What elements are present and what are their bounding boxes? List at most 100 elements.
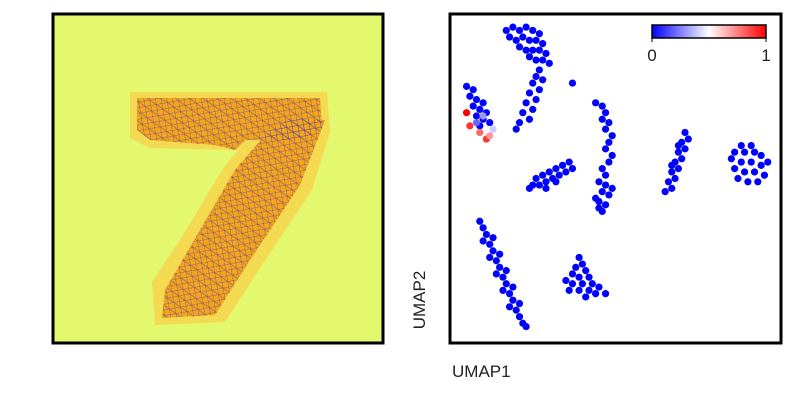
point (509, 283, 517, 291)
point (601, 125, 610, 133)
point (674, 148, 682, 156)
point (489, 247, 497, 255)
point (601, 145, 610, 153)
point (462, 109, 471, 117)
point (535, 30, 543, 38)
point (608, 184, 616, 192)
point (502, 26, 510, 35)
point (486, 253, 494, 262)
colorbar-tick-label: 0 (647, 46, 656, 65)
point (664, 178, 673, 186)
point (462, 82, 471, 90)
point (757, 151, 765, 160)
point (737, 158, 745, 166)
point (601, 290, 610, 298)
point (512, 125, 520, 133)
point (661, 188, 669, 196)
point (539, 40, 547, 48)
point (522, 322, 530, 331)
point (598, 115, 606, 123)
point (595, 283, 603, 291)
point (479, 99, 487, 107)
point (575, 286, 583, 294)
point (681, 128, 689, 137)
point (499, 273, 507, 281)
point (476, 217, 484, 225)
point (535, 66, 543, 74)
point (509, 296, 517, 304)
point (466, 92, 474, 100)
point (552, 165, 560, 173)
point (592, 290, 600, 298)
point (568, 270, 577, 278)
point (476, 105, 484, 114)
point (601, 109, 610, 117)
point (472, 118, 481, 127)
point (582, 267, 590, 275)
point (482, 230, 491, 239)
point (585, 273, 593, 281)
point (539, 171, 547, 179)
point (472, 112, 481, 120)
point (668, 168, 676, 176)
point (542, 178, 550, 186)
point (575, 253, 583, 262)
point (740, 168, 749, 176)
point (522, 46, 530, 54)
point (466, 122, 474, 130)
point (678, 155, 686, 163)
point (535, 181, 543, 189)
point (502, 280, 510, 288)
point (525, 184, 534, 192)
point (731, 165, 739, 173)
point (575, 273, 583, 281)
point (674, 165, 682, 173)
point (598, 102, 606, 110)
point (505, 290, 514, 298)
point (750, 148, 759, 156)
point (496, 263, 504, 271)
point (525, 36, 534, 44)
point (532, 174, 540, 183)
point (588, 280, 596, 288)
point (476, 128, 484, 137)
point (479, 237, 487, 245)
point (512, 36, 520, 44)
point (565, 158, 573, 166)
point (539, 76, 547, 84)
point (515, 118, 524, 127)
point (601, 181, 610, 189)
point (469, 102, 477, 110)
point (754, 178, 762, 186)
point (532, 56, 540, 64)
point (572, 263, 580, 271)
point (585, 286, 593, 294)
point (522, 99, 530, 107)
point (489, 125, 497, 133)
x-axis-label: UMAP1 (452, 362, 511, 381)
point (545, 59, 553, 67)
point (492, 257, 500, 265)
point (515, 299, 524, 308)
point (555, 171, 563, 179)
point (671, 174, 679, 183)
digit-image (51, 12, 385, 345)
point (674, 142, 682, 150)
point (492, 270, 500, 278)
plot-frame (448, 12, 783, 345)
point (496, 250, 504, 258)
point (552, 178, 560, 186)
point (747, 158, 755, 166)
point (486, 118, 494, 127)
point (592, 99, 600, 107)
point (668, 184, 676, 192)
point (486, 132, 494, 140)
y-axis-label: UMAP2 (410, 271, 429, 330)
point (608, 132, 616, 140)
point (605, 191, 613, 199)
point (525, 89, 534, 97)
point (734, 174, 742, 183)
point (542, 49, 550, 58)
point (542, 184, 550, 192)
